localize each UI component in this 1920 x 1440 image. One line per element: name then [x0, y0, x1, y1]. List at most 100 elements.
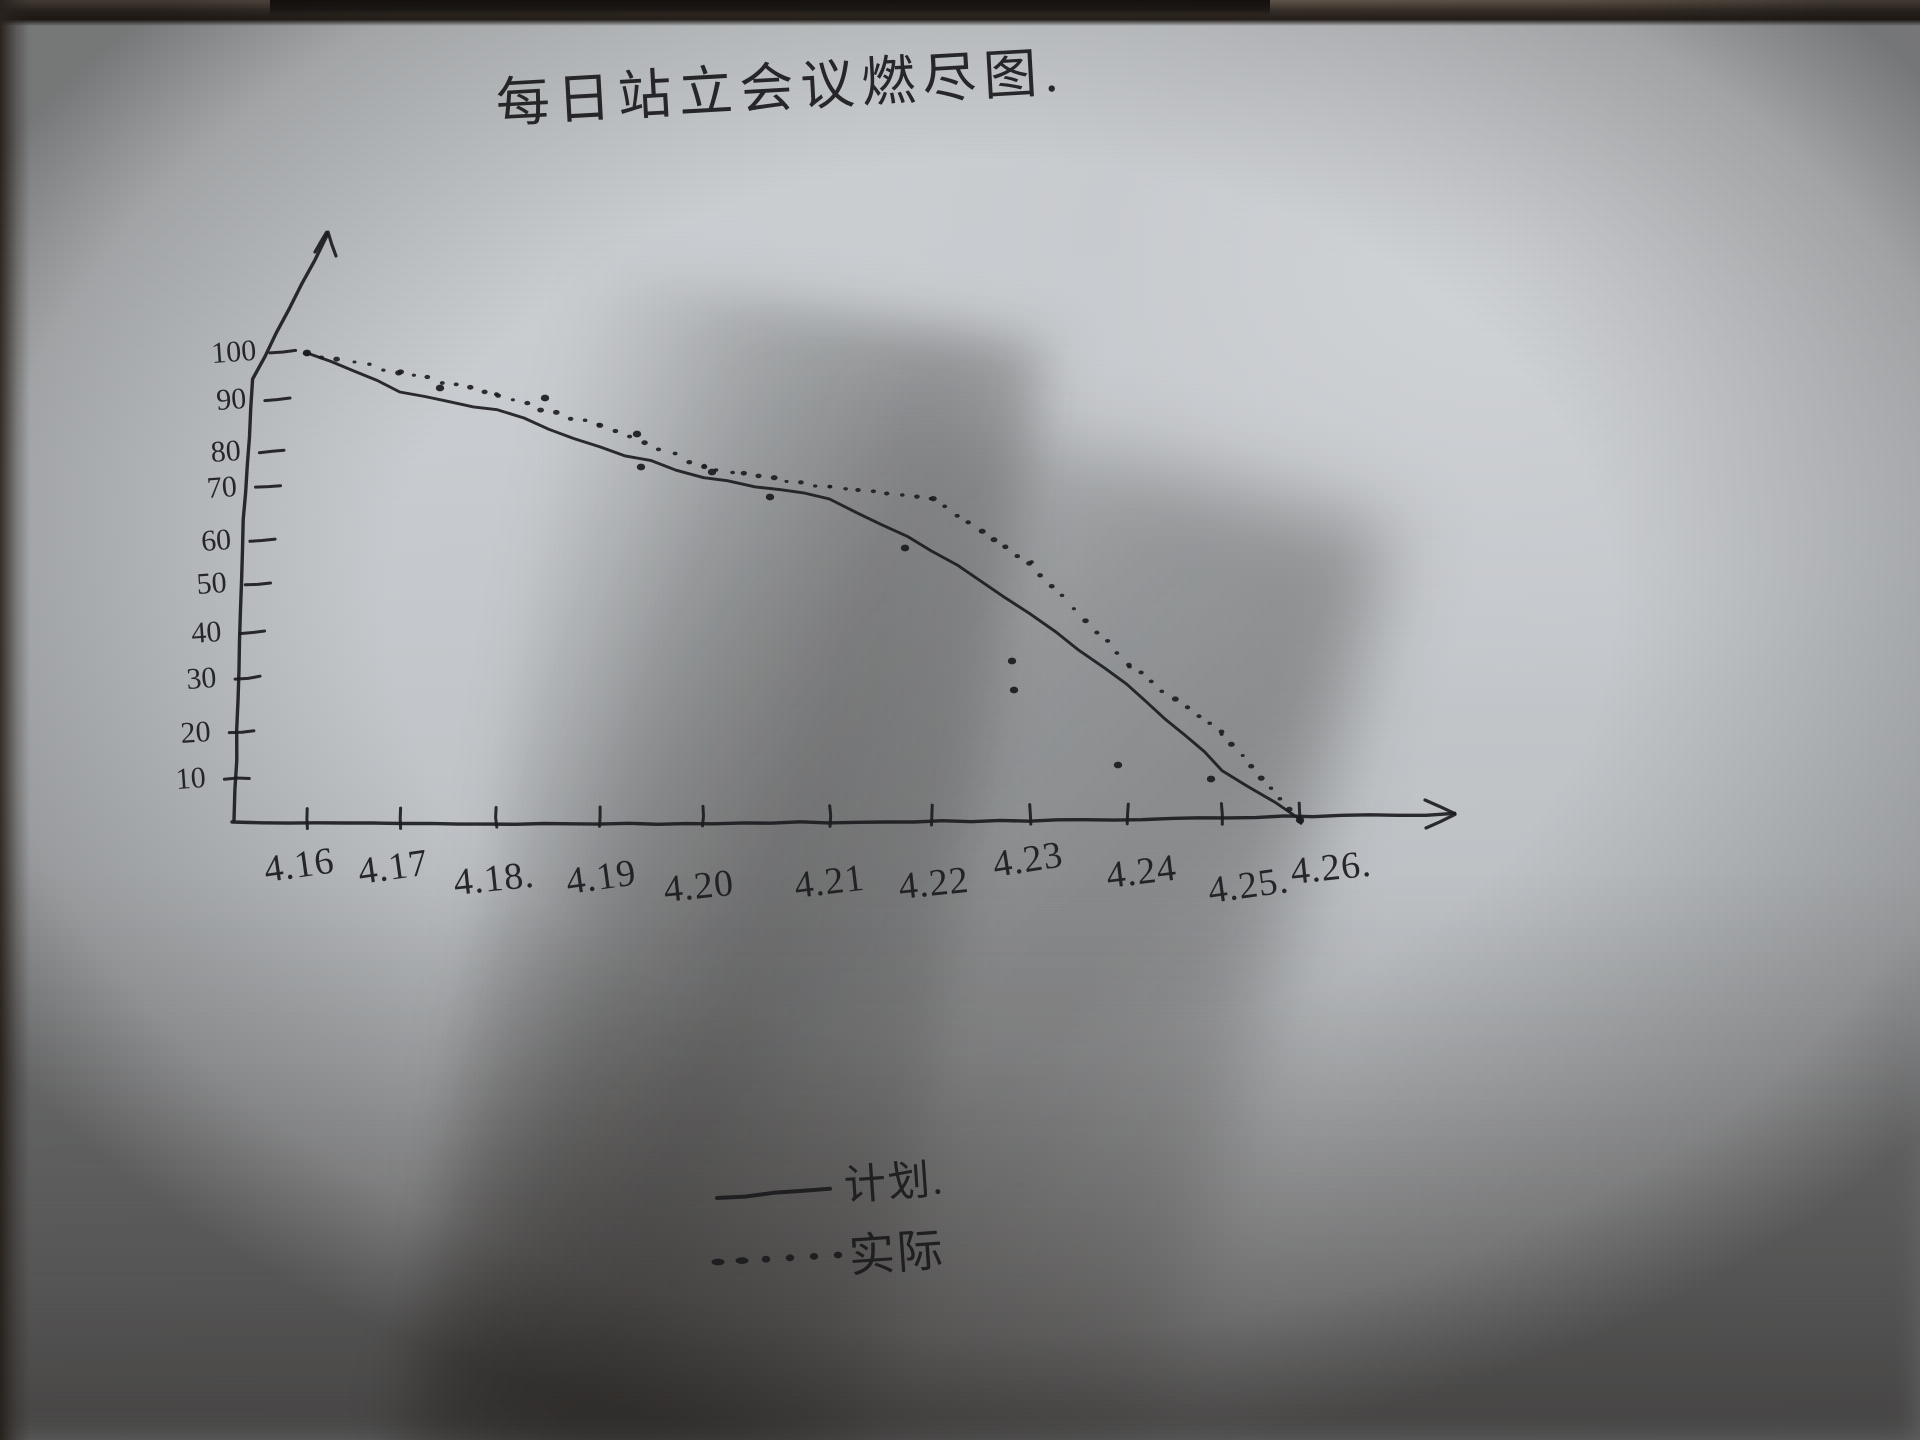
series-actual-dot	[990, 537, 998, 543]
series-actual-dot	[855, 487, 861, 493]
series-actual-dot	[978, 528, 986, 534]
series-actual-dot	[1048, 583, 1055, 589]
series-actual-dot	[453, 382, 459, 387]
x-axis-tick-label: 4.22	[897, 859, 972, 908]
y-axis-tick	[248, 537, 277, 543]
legend-plan-label: 计划.	[842, 1157, 945, 1210]
series-actual-dot	[1171, 696, 1179, 702]
series-actual-dot	[1104, 638, 1111, 643]
y-axis-tick	[233, 674, 262, 681]
data-point-marker	[435, 384, 445, 392]
x-axis-tick-label: 4.26.	[1289, 843, 1374, 893]
y-axis-tick	[263, 396, 292, 403]
data-point-marker	[1007, 657, 1017, 665]
series-actual-dot	[467, 384, 474, 390]
series-actual-dot	[965, 520, 971, 525]
x-axis-tick	[1125, 802, 1130, 826]
y-axis-tick-label: 40	[190, 615, 222, 650]
series-actual-dot	[1014, 554, 1021, 559]
series-actual-dot	[1082, 618, 1089, 624]
data-point-marker	[302, 349, 312, 357]
series-actual-dot	[1029, 560, 1034, 564]
y-axis-arrow-right	[326, 230, 338, 258]
series-actual-line	[302, 350, 1304, 824]
x-axis-tick-label: 4.19	[563, 852, 639, 903]
x-axis-tick	[828, 804, 833, 828]
series-actual-dot	[1219, 732, 1224, 736]
data-point-marker	[636, 463, 646, 471]
legend-dot	[785, 1254, 795, 1262]
series-actual-dot	[1138, 670, 1144, 675]
series-actual-dot	[641, 440, 648, 446]
series-actual-dot	[1207, 721, 1213, 726]
y-axis-tick-label: 80	[210, 434, 242, 469]
legend-dot	[833, 1251, 843, 1259]
y-axis-tick-label: 10	[175, 761, 207, 796]
y-axis-tick	[243, 581, 272, 587]
x-axis-tick	[701, 804, 705, 828]
series-actual-dot	[596, 422, 604, 428]
series-actual-dot	[1248, 763, 1255, 769]
series-actual-dot	[755, 473, 762, 479]
series-actual-dot	[1286, 806, 1293, 812]
series-actual-dot	[439, 381, 445, 385]
series-actual-dot	[1159, 689, 1165, 694]
series-actual-dot	[701, 463, 707, 468]
series-actual-dot	[612, 428, 619, 434]
series-actual-dot	[1037, 573, 1043, 578]
legend-dot	[761, 1255, 771, 1263]
data-point-marker	[765, 493, 775, 501]
series-actual-dot	[411, 373, 416, 377]
series-actual-dot	[524, 400, 531, 406]
series-actual-dot	[740, 470, 747, 476]
series-actual-dot	[1094, 630, 1100, 635]
data-point-marker	[707, 468, 717, 476]
series-actual-dot	[367, 362, 372, 366]
series-actual-dot	[318, 355, 325, 360]
series-actual-dot	[1240, 753, 1245, 758]
series-actual-dot	[1228, 741, 1235, 747]
y-axis-tick	[227, 729, 256, 735]
x-axis-tick	[598, 805, 602, 828]
paper-left-edge-shadow	[0, 0, 30, 1440]
data-point-marker	[900, 544, 910, 552]
y-axis-tick-label: 20	[179, 715, 211, 750]
paper-top-edge-dark	[270, 0, 1270, 16]
series-actual-dot	[954, 513, 960, 518]
series-actual-dot	[1127, 664, 1132, 669]
chart-title: 每日站立会议燃尽图.	[494, 42, 1066, 134]
y-axis-tick-label: 100	[210, 334, 257, 370]
series-actual-dot	[481, 389, 488, 395]
legend-dot	[711, 1258, 725, 1266]
series-actual-dot	[1277, 796, 1283, 801]
x-axis-arrow-top	[1423, 798, 1457, 816]
series-actual-dot	[627, 434, 633, 439]
series-actual-dot	[884, 491, 890, 496]
y-axis-tick	[257, 448, 286, 455]
series-actual-dot	[870, 489, 877, 494]
series-actual-dot	[1114, 651, 1120, 655]
y-axis-tick-label: 50	[195, 566, 227, 601]
data-point-marker	[540, 394, 550, 402]
legend-actual-label: 实际	[847, 1224, 946, 1282]
y-axis-line	[232, 233, 329, 822]
x-axis-tick	[494, 806, 499, 829]
y-axis-tick	[268, 348, 298, 355]
x-axis-tick-label: 4.16	[261, 840, 337, 891]
data-point-marker	[1113, 761, 1123, 769]
series-actual-dot	[843, 487, 848, 491]
y-axis-tick-label: 70	[206, 470, 238, 505]
series-actual-dot	[827, 484, 833, 489]
x-axis-line	[230, 811, 1457, 826]
data-point-marker	[1295, 816, 1305, 824]
y-axis-tick-label: 30	[185, 661, 217, 696]
y-axis-arrow-left	[313, 230, 329, 254]
series-actual-dot	[1059, 593, 1065, 598]
series-actual-dot	[1218, 729, 1225, 734]
y-axis-tick	[238, 629, 267, 636]
legend-plan-line-sample	[715, 1186, 832, 1200]
series-actual-dot	[352, 360, 357, 364]
series-actual-dot	[784, 479, 789, 483]
